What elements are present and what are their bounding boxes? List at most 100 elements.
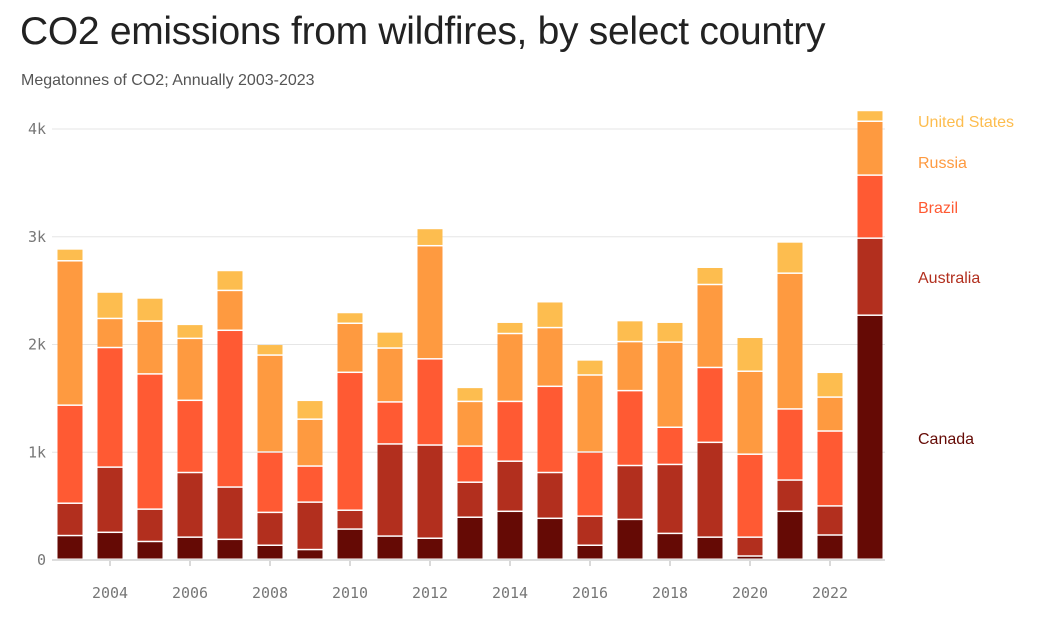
bar-united-states-2019 <box>697 267 723 284</box>
bar-united-states-2013 <box>457 388 483 401</box>
bar-canada-2006 <box>177 537 203 559</box>
chart-title: CO2 emissions from wildfires, by select … <box>20 10 826 53</box>
bar-australia-2016 <box>577 516 603 545</box>
bar-canada-2017 <box>617 520 643 559</box>
bar-united-states-2021 <box>777 242 803 273</box>
x-tick-label: 2014 <box>492 584 528 602</box>
bar-russia-2010 <box>337 324 363 372</box>
bar-united-states-2012 <box>417 229 443 245</box>
bar-united-states-2016 <box>577 360 603 375</box>
bar-russia-2004 <box>97 319 123 347</box>
bar-brazil-2021 <box>777 409 803 480</box>
bar-brazil-2016 <box>577 452 603 516</box>
bar-canada-2016 <box>577 545 603 559</box>
bar-brazil-2013 <box>457 446 483 482</box>
bar-brazil-2005 <box>137 374 163 509</box>
x-tick-label: 2016 <box>572 584 608 602</box>
bar-russia-2016 <box>577 375 603 452</box>
bar-brazil-2015 <box>537 387 563 472</box>
bar-canada-2018 <box>657 534 683 559</box>
bar-russia-2005 <box>137 321 163 374</box>
bar-australia-2013 <box>457 482 483 517</box>
x-tick-label: 2008 <box>252 584 288 602</box>
bar-brazil-2020 <box>737 454 763 537</box>
bar-australia-2011 <box>377 444 403 536</box>
bar-brazil-2010 <box>337 373 363 510</box>
y-tick-label: 4k <box>28 120 46 138</box>
bar-canada-2021 <box>777 512 803 559</box>
bar-canada-2010 <box>337 529 363 559</box>
bar-brazil-2004 <box>97 348 123 467</box>
bar-australia-2020 <box>737 537 763 556</box>
bar-australia-2009 <box>297 502 323 549</box>
legend-label-united-states: United States <box>918 114 1014 131</box>
bar-canada-2011 <box>377 536 403 559</box>
bar-australia-2018 <box>657 465 683 533</box>
legend-label-brazil: Brazil <box>918 200 958 217</box>
bar-australia-2012 <box>417 445 443 538</box>
x-tick-label: 2012 <box>412 584 448 602</box>
bar-canada-2007 <box>217 540 243 559</box>
bar-canada-2013 <box>457 517 483 559</box>
bar-united-states-2005 <box>137 298 163 321</box>
bar-australia-2022 <box>817 506 843 535</box>
bar-united-states-2003 <box>57 249 83 261</box>
bar-brazil-2018 <box>657 428 683 464</box>
bar-united-states-2020 <box>737 338 763 371</box>
x-tick-label: 2010 <box>332 584 368 602</box>
bar-russia-2009 <box>297 419 323 466</box>
legend-label-russia: Russia <box>918 155 967 172</box>
x-tick-label: 2018 <box>652 584 688 602</box>
bar-united-states-2008 <box>257 345 283 355</box>
legend-label-canada: Canada <box>918 431 974 448</box>
bar-australia-2023 <box>857 238 883 315</box>
bar-canada-2015 <box>537 519 563 559</box>
bar-brazil-2014 <box>497 402 523 461</box>
bar-australia-2017 <box>617 466 643 519</box>
bar-russia-2012 <box>417 246 443 359</box>
bar-australia-2008 <box>257 513 283 545</box>
bar-russia-2015 <box>537 328 563 386</box>
bar-australia-2019 <box>697 443 723 537</box>
bar-russia-2008 <box>257 355 283 452</box>
bar-russia-2019 <box>697 285 723 367</box>
bar-australia-2003 <box>57 503 83 535</box>
bar-australia-2021 <box>777 480 803 511</box>
bar-russia-2023 <box>857 121 883 175</box>
bar-russia-2017 <box>617 342 643 390</box>
bar-canada-2008 <box>257 545 283 559</box>
bar-brazil-2008 <box>257 452 283 512</box>
bar-united-states-2018 <box>657 322 683 342</box>
bar-russia-2021 <box>777 273 803 409</box>
bar-brazil-2012 <box>417 359 443 445</box>
bar-canada-2022 <box>817 535 843 559</box>
bar-brazil-2006 <box>177 401 203 472</box>
chart-subtitle: Megatonnes of CO2; Annually 2003-2023 <box>21 72 315 89</box>
bar-canada-2003 <box>57 536 83 559</box>
bar-brazil-2003 <box>57 405 83 503</box>
bar-united-states-2022 <box>817 373 843 397</box>
bar-united-states-2015 <box>537 302 563 327</box>
x-tick-label: 2022 <box>812 584 848 602</box>
bar-brazil-2022 <box>817 431 843 506</box>
bar-canada-2005 <box>137 542 163 559</box>
bar-canada-2023 <box>857 315 883 559</box>
bar-united-states-2014 <box>497 322 523 333</box>
bar-united-states-2011 <box>377 332 403 348</box>
bar-canada-2014 <box>497 512 523 559</box>
bar-brazil-2023 <box>857 175 883 238</box>
bar-canada-2012 <box>417 538 443 559</box>
bar-united-states-2010 <box>337 313 363 323</box>
bar-brazil-2007 <box>217 331 243 487</box>
bar-russia-2003 <box>57 261 83 405</box>
legend-label-australia: Australia <box>918 270 980 287</box>
x-tick-label: 2020 <box>732 584 768 602</box>
bar-united-states-2004 <box>97 292 123 318</box>
bar-united-states-2007 <box>217 271 243 290</box>
x-tick-label: 2004 <box>92 584 128 602</box>
bar-united-states-2017 <box>617 321 643 341</box>
bar-united-states-2023 <box>857 111 883 121</box>
bar-australia-2010 <box>337 510 363 529</box>
bar-australia-2014 <box>497 461 523 511</box>
